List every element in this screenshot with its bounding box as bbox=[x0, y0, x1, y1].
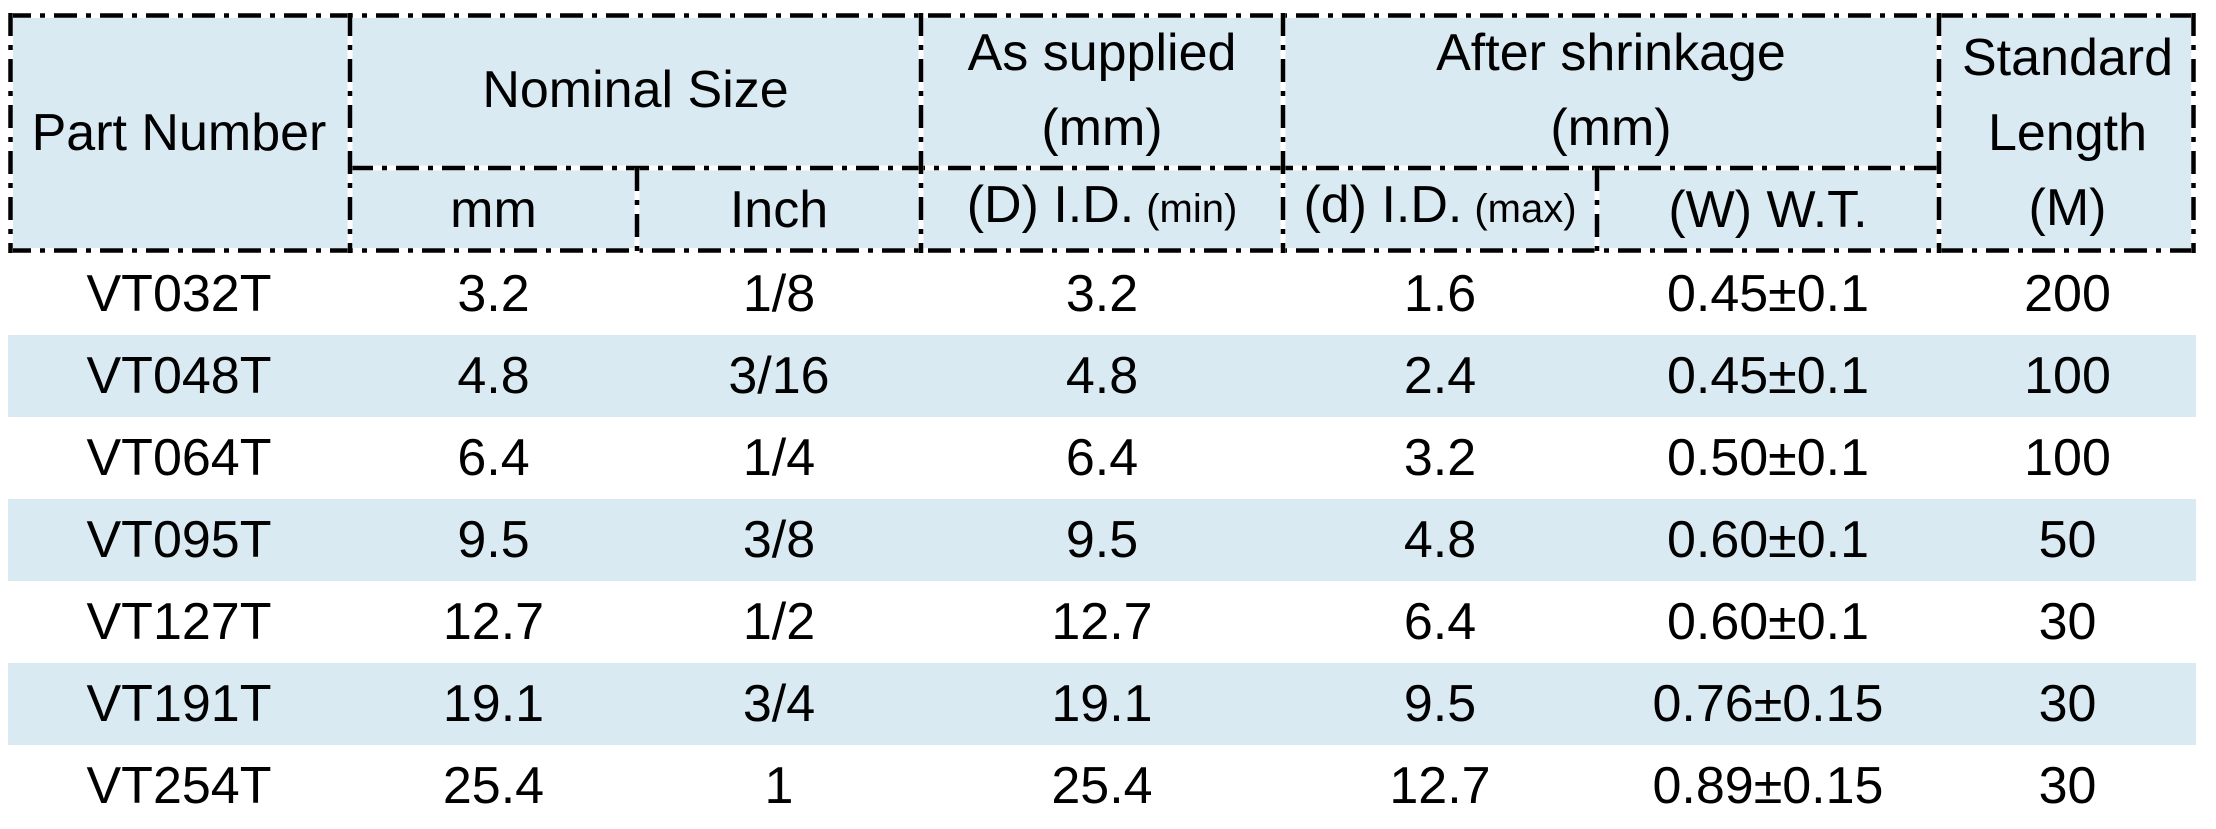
table-cell: 0.60±0.1 bbox=[1666, 511, 1870, 569]
header-sub-w-wt: (W) W.T. bbox=[1597, 168, 1939, 253]
table-cell: 12.7 bbox=[1051, 593, 1153, 651]
header-after-shrinkage-line1: After shrinkage bbox=[1436, 23, 1786, 82]
table-cell: 100 bbox=[2024, 429, 2111, 487]
header-standard-length-line1: Standard bbox=[1961, 28, 2174, 87]
table-row: VT254T 25.4 1 25.4 12.7 0.89±0.15 30 bbox=[8, 745, 2196, 827]
table-cell: 3.2 bbox=[457, 265, 530, 323]
table-row: VT127T 12.7 1/2 12.7 6.4 0.60±0.1 30 bbox=[8, 581, 2196, 663]
table-cell: 0.89±0.15 bbox=[1652, 757, 1884, 815]
table-cell: 0.50±0.1 bbox=[1666, 429, 1870, 487]
table-cell: 4.8 bbox=[1065, 347, 1139, 405]
table-cell: 3/16 bbox=[728, 347, 830, 405]
header-sub-mm: mm bbox=[350, 168, 637, 253]
header-sub-d-id-max-small: (max) bbox=[1474, 187, 1577, 231]
table-cell: 6.4 bbox=[1403, 593, 1477, 651]
table-cell: 12.7 bbox=[1389, 757, 1491, 815]
table-cell: 3/4 bbox=[742, 675, 816, 733]
table-cell: 30 bbox=[2038, 675, 2097, 733]
table-cell: VT191T bbox=[86, 675, 272, 733]
header-standard-length-line2: Length bbox=[1987, 103, 2148, 162]
table-row: VT032T 3.2 1/8 3.2 1.6 0.45±0.1 200 bbox=[8, 253, 2196, 335]
header-sub-inch: Inch bbox=[637, 168, 921, 253]
table-row: VT048T 4.8 3/16 4.8 2.4 0.45±0.1 100 bbox=[8, 335, 2196, 417]
table-cell: 9.5 bbox=[457, 511, 530, 569]
header-after-shrinkage: After shrinkage (mm) bbox=[1283, 13, 1939, 168]
table-cell: 3/8 bbox=[742, 511, 816, 569]
table-cell: 25.4 bbox=[1051, 757, 1153, 815]
table-cell: 3.2 bbox=[1065, 265, 1139, 323]
table-cell: 3.2 bbox=[1403, 429, 1477, 487]
table-cell: VT048T bbox=[86, 347, 272, 405]
table-cell: 0.60±0.1 bbox=[1666, 593, 1870, 651]
heat-shrink-tubing-spec-table: Part Number Nominal Size As supplied (mm… bbox=[8, 13, 2196, 827]
table-cell: 19.1 bbox=[442, 675, 545, 733]
header-sub-d-id-max: (d) I.D. (max) bbox=[1283, 168, 1597, 253]
table-cell: 9.5 bbox=[1403, 675, 1477, 733]
header-as-supplied-line1: As supplied bbox=[967, 23, 1237, 82]
table-header: Part Number Nominal Size As supplied (mm… bbox=[8, 13, 2196, 253]
table-cell: VT064T bbox=[86, 429, 272, 487]
table-row: VT064T 6.4 1/4 6.4 3.2 0.50±0.1 100 bbox=[8, 417, 2196, 499]
header-standard-length-line3: (M) bbox=[2028, 178, 2107, 237]
table-cell: 1/2 bbox=[742, 593, 816, 651]
header-sub-d-id-min: (D) I.D. (min) bbox=[921, 168, 1283, 253]
table-cell: 1/8 bbox=[742, 265, 816, 323]
table-cell: 1 bbox=[764, 757, 794, 815]
table-cell: VT095T bbox=[86, 511, 272, 569]
table-row: VT191T 19.1 3/4 19.1 9.5 0.76±0.15 30 bbox=[8, 663, 2196, 745]
table-cell: 9.5 bbox=[1065, 511, 1139, 569]
header-standard-length: Standard Length (M) bbox=[1939, 13, 2196, 253]
table-cell: 6.4 bbox=[457, 429, 530, 487]
header-as-supplied: As supplied (mm) bbox=[921, 13, 1283, 168]
table-cell: VT127T bbox=[86, 593, 272, 651]
table-cell: 19.1 bbox=[1051, 675, 1153, 733]
table-cell: 6.4 bbox=[1065, 429, 1139, 487]
table-cell: 1/4 bbox=[742, 429, 816, 487]
header-sub-d-id-min-main: (D) I.D. bbox=[966, 176, 1135, 234]
header-sub-d-id-min-small: (min) bbox=[1146, 187, 1238, 231]
table-cell: 0.45±0.1 bbox=[1666, 347, 1870, 405]
table-cell: 4.8 bbox=[457, 347, 530, 405]
table-cell: 0.45±0.1 bbox=[1666, 265, 1870, 323]
table-cell: 30 bbox=[2038, 757, 2097, 815]
table-body: VT032T 3.2 1/8 3.2 1.6 0.45±0.1 200 VT04… bbox=[8, 253, 2196, 827]
table-cell: 50 bbox=[2038, 511, 2097, 569]
table-cell: 4.8 bbox=[1403, 511, 1477, 569]
table-cell: 100 bbox=[2024, 347, 2111, 405]
table-cell: VT254T bbox=[86, 757, 272, 815]
header-after-shrinkage-line2: (mm) bbox=[1550, 98, 1672, 157]
table-cell: 1.6 bbox=[1403, 265, 1477, 323]
table-cell: 200 bbox=[2024, 265, 2111, 323]
header-as-supplied-line2: (mm) bbox=[1041, 98, 1163, 157]
table-cell: 2.4 bbox=[1403, 347, 1477, 405]
table-row: VT095T 9.5 3/8 9.5 4.8 0.60±0.1 50 bbox=[8, 499, 2196, 581]
header-sub-d-id-max-main: (d) I.D. bbox=[1303, 176, 1463, 234]
header-part-number: Part Number bbox=[8, 13, 350, 253]
table-cell: 0.76±0.15 bbox=[1652, 675, 1884, 733]
table-cell: 25.4 bbox=[442, 757, 545, 815]
header-nominal-size: Nominal Size bbox=[350, 13, 921, 168]
table-cell: 12.7 bbox=[442, 593, 545, 651]
table-cell: VT032T bbox=[86, 265, 272, 323]
table-cell: 30 bbox=[2038, 593, 2097, 651]
